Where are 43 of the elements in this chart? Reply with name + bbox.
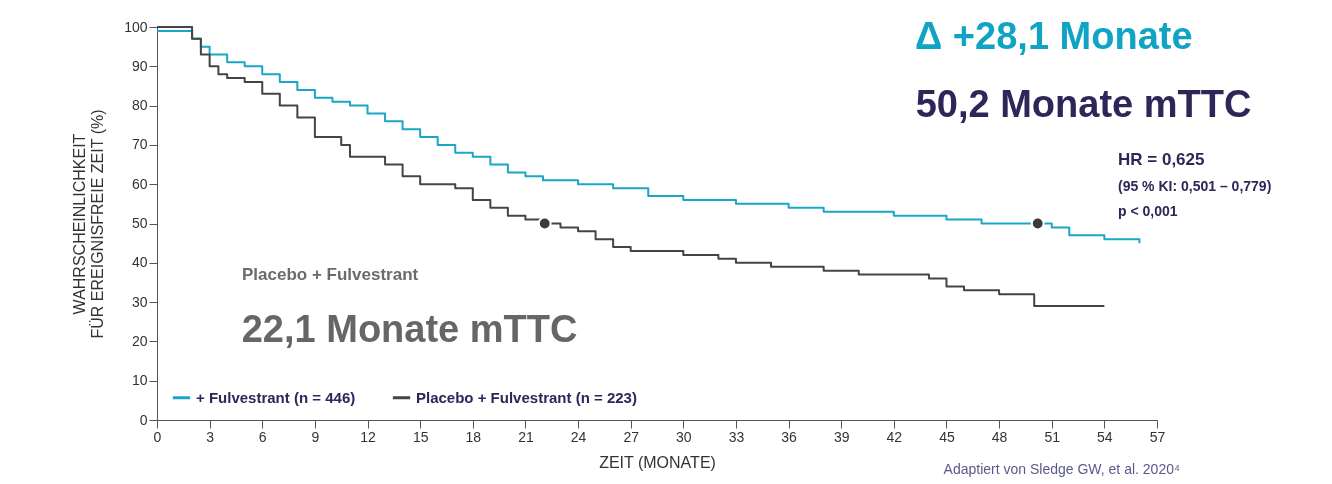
x-tick-label: 18 (465, 428, 482, 445)
annotation: 22,1 Monate mTTC (241, 307, 578, 350)
x-tick-label: 21 (518, 428, 534, 445)
x-tick-label: 48 (991, 428, 1008, 445)
x-tick-label: 42 (886, 428, 903, 445)
x-tick-label: 12 (360, 428, 377, 445)
y-tick-label: 20 (131, 332, 148, 349)
x-tick-label: 36 (781, 428, 798, 445)
y-tick-label: 80 (131, 97, 148, 114)
y-axis-title: WAHRSCHEINLICHKEIT FÜR EREIGNISFREIE ZEIT (%) (71, 109, 107, 339)
x-tick-label: 57 (1149, 428, 1166, 445)
y-tick-label: 40 (131, 254, 148, 271)
x-tick-label: 0 (153, 428, 162, 445)
y-tick-label: 50 (131, 215, 148, 231)
y-tick-label: 60 (131, 175, 148, 192)
annotation: (95 % KI: 0,501 – 0,779) (1118, 178, 1272, 194)
x-tick-label: 30 (676, 428, 692, 445)
annotation: 50,2 Monate mTTC (915, 82, 1252, 125)
y-tick-label: 10 (131, 372, 148, 389)
y-tick-label: 100 (124, 18, 148, 35)
x-tick-label: 54 (1097, 428, 1113, 445)
x-tick-label: 3 (206, 428, 215, 445)
y-tick-label: 90 (131, 57, 148, 74)
x-axis-title: ZEIT (MONATE) (599, 453, 716, 471)
x-tick-label: 27 (623, 428, 640, 445)
annotation: Placebo + Fulvestrant (242, 265, 419, 284)
annotation: p < 0,001 (1118, 203, 1178, 219)
x-tick-label: 15 (412, 428, 429, 445)
x-tick-label: 39 (833, 428, 850, 445)
y-tick-label: 70 (131, 136, 148, 153)
x-tick-label: 6 (258, 428, 267, 445)
legend-label: Placebo + Fulvestrant (n = 223) (416, 388, 637, 406)
x-tick-label: 51 (1044, 428, 1061, 445)
annotation: HR = 0,625 (1118, 150, 1205, 169)
x-tick-label: 9 (311, 428, 320, 445)
x-tick-label: 33 (728, 428, 745, 445)
annotation: Δ +28,1 Monate (915, 15, 1193, 57)
y-tick-label: 0 (139, 411, 148, 428)
y-tick-label: 30 (131, 293, 148, 310)
x-tick-label: 24 (570, 428, 587, 445)
x-tick-label: 45 (939, 428, 955, 445)
legend-label: + Fulvestrant (n = 446) (196, 388, 356, 406)
text: Adaptiert von Sledge GW, et al. 2020⁴ (943, 461, 1180, 477)
